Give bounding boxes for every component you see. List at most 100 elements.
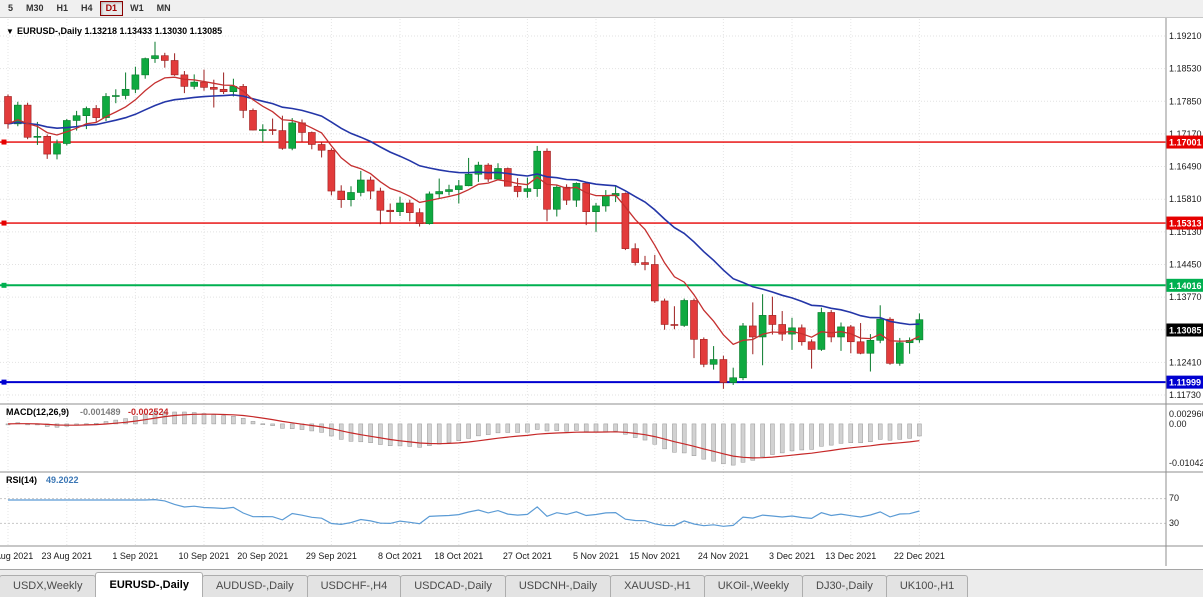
timeframe-button-w1[interactable]: W1 (130, 3, 144, 13)
tab-usdcnh-daily[interactable]: USDCNH-,Daily (504, 575, 612, 597)
candle-body (592, 205, 600, 212)
candle-body (180, 74, 189, 87)
candle-body (650, 264, 659, 302)
candle-body (53, 143, 61, 155)
horizontal-grid (0, 35, 1166, 396)
timeframe-button-h1[interactable]: H1 (56, 3, 69, 13)
macd-histogram-bar (240, 418, 246, 425)
tab-usdchf-h4[interactable]: USDCHF-,H4 (306, 575, 402, 597)
ma-slow-line (7, 94, 920, 326)
tab-usdx-weekly[interactable]: USDX,Weekly (0, 575, 97, 597)
candle-body (464, 173, 473, 187)
candle-body (601, 195, 610, 207)
macd-histogram-bar (887, 423, 893, 441)
candle-body (278, 130, 287, 149)
candle-body (23, 104, 32, 138)
macd-histogram-bar (495, 423, 501, 434)
macd-histogram-bar (877, 423, 883, 440)
macd-histogram-bar (789, 423, 795, 452)
tab-xauusd-h1[interactable]: XAUUSD-,H1 (610, 575, 705, 597)
macd-histogram-bar (701, 423, 707, 460)
macd-histogram-bar (809, 423, 814, 450)
macd-histogram-bar (907, 423, 912, 439)
candle-body (827, 312, 836, 338)
macd-histogram-bar (721, 423, 726, 465)
svg-text:1.15313: 1.15313 (1169, 219, 1202, 229)
price-axis-label: 1.12410 (1169, 357, 1202, 367)
candle-body (396, 202, 404, 212)
candle-body (102, 96, 110, 118)
macd-histogram-bar (436, 423, 442, 445)
macd-histogram-bar (456, 423, 462, 442)
timeframe-button-h4[interactable]: H4 (81, 3, 93, 13)
candle-body (219, 88, 228, 92)
candle-body (307, 132, 316, 145)
collapse-arrow-icon[interactable]: ▼ (6, 27, 14, 36)
macd-histogram-bar (476, 423, 481, 437)
candle-body (151, 55, 159, 59)
ma-fast-line (7, 76, 920, 346)
tab-ukoil-weekly[interactable]: UKOil-,Weekly (703, 575, 803, 597)
candle-body (425, 193, 434, 224)
level-line-handle[interactable] (1, 282, 7, 288)
timeframe-button-d1[interactable]: D1 (99, 1, 124, 16)
macd-histogram-bar (632, 423, 638, 438)
macd-histogram-bar (819, 423, 824, 447)
price-tag: 1.17001 (1166, 135, 1203, 149)
candle-body (866, 340, 875, 354)
macd-histogram-bar (368, 423, 373, 443)
candle-body (454, 185, 463, 190)
chart-title: EURUSD-,Daily 1.13218 1.13433 1.13030 1.… (17, 26, 222, 36)
candle-body (748, 325, 757, 338)
candle-body (14, 104, 22, 125)
date-axis-label: 24 Nov 2021 (698, 551, 749, 561)
macd-histogram-bar (387, 423, 393, 447)
date-axis-label: 18 Oct 2021 (434, 551, 483, 561)
candle-body (582, 183, 591, 212)
date-axis-label: 27 Oct 2021 (503, 551, 552, 561)
candle-body (758, 315, 767, 338)
macd-histogram-bar (525, 423, 530, 433)
level-line-handle[interactable] (1, 379, 7, 385)
level-line-handle[interactable] (1, 220, 7, 226)
timeframe-button-mn[interactable]: MN (156, 3, 171, 13)
candle-body (121, 88, 130, 96)
date-axis-label: 13 Dec 2021 (825, 551, 876, 561)
tab-usdcad-daily[interactable]: USDCAD-,Daily (400, 575, 506, 597)
svg-text:1.14016: 1.14016 (1169, 281, 1202, 291)
tab-uk100-h1[interactable]: UK100-,H1 (885, 575, 969, 597)
candle-body (131, 74, 140, 90)
chart-area[interactable]: 1.19210 1.18530 1.17850 1.17170 1.16490 1.158… (0, 18, 1203, 566)
macd-histogram-bar (113, 419, 119, 425)
price-axis-label: 1.15810 (1169, 194, 1202, 204)
candle-body (210, 87, 218, 90)
macd-histogram-bar (201, 413, 207, 425)
candle-body (435, 191, 444, 195)
macd-pane (5, 411, 922, 466)
macd-histogram-bar (711, 423, 716, 462)
price-axis-label: 1.14450 (1169, 259, 1202, 269)
tab-eurusd-daily[interactable]: EURUSD-,Daily (95, 572, 203, 597)
macd-histogram-bar (515, 423, 520, 433)
candle-body (523, 188, 532, 192)
timeframe-button-m30[interactable]: M30 (26, 3, 44, 13)
timeframe-button-5[interactable]: 5 (8, 3, 14, 13)
tab-audusd-daily[interactable]: AUDUSD-,Daily (201, 575, 308, 597)
candle-body (82, 108, 91, 116)
candle-body (190, 81, 198, 87)
svg-text:1.13085: 1.13085 (1169, 326, 1202, 336)
tab-dj30-daily[interactable]: DJ30-,Daily (802, 575, 887, 597)
price-axis[interactable]: 1.19210 1.18530 1.17850 1.17170 1.16490 1.158… (1169, 31, 1202, 400)
macd-histogram-bar (642, 423, 648, 441)
macd-histogram-bar (123, 418, 128, 425)
candle-body (72, 115, 81, 121)
candle-body (200, 81, 208, 88)
date-axis[interactable]: 13 Aug 2021 23 Aug 2021 1 Sep 2021 10 Sep 2… (0, 551, 945, 561)
bottom-tabbar: USDX,Weekly EURUSD-,Daily AUDUSD-,Daily USD… (0, 569, 1203, 597)
level-line-handle[interactable] (1, 139, 7, 145)
date-axis-label: 29 Sep 2021 (306, 551, 357, 561)
candle-body (4, 96, 12, 125)
candle-body (533, 150, 542, 189)
price-tag: 1.15313 (1166, 216, 1203, 230)
macd-histogram-bar (730, 423, 736, 466)
